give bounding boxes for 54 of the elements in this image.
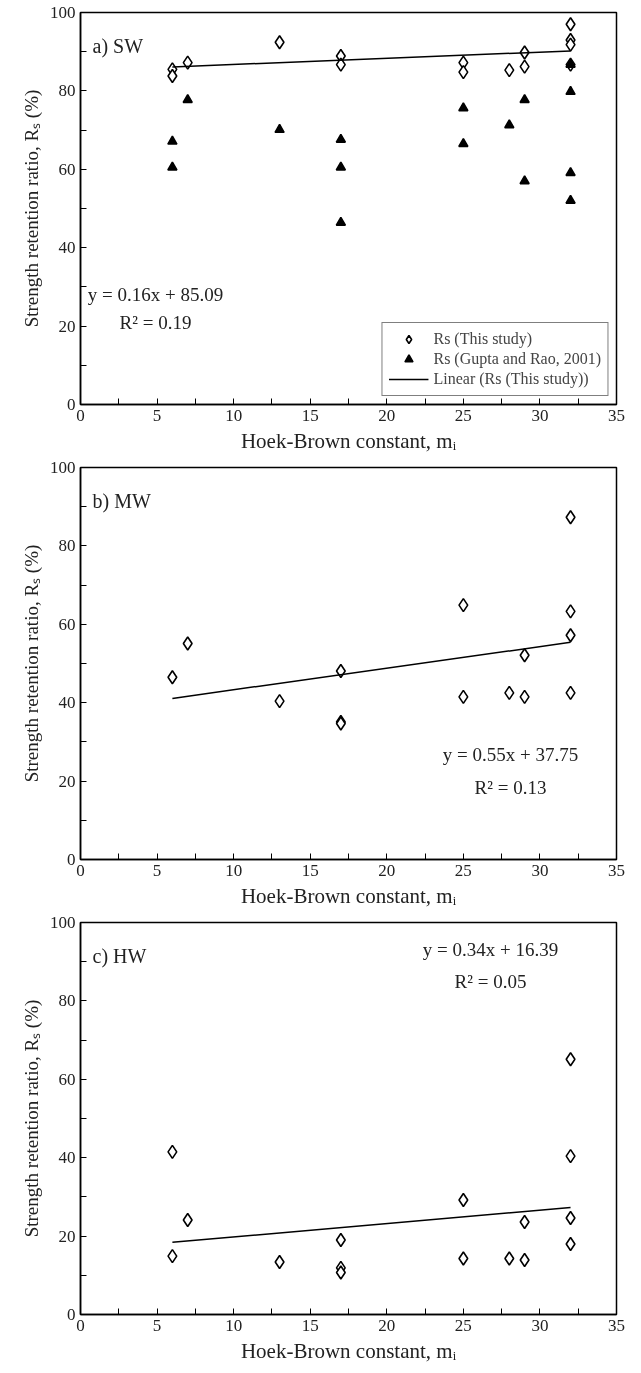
x-tick-label: 10: [225, 860, 243, 880]
x-axis-title: Hoek-Brown constant, mᵢ: [240, 883, 457, 908]
text: c) HW: [92, 944, 147, 968]
x-tick-label: 5: [152, 1315, 162, 1335]
x-tick-label: 5: [152, 860, 162, 880]
y-tick-label: 20: [58, 771, 76, 791]
y-tick-label: 40: [58, 1148, 76, 1168]
text: a) SW: [92, 34, 144, 58]
x-tick-label: 30: [531, 405, 549, 425]
x-tick-label: 35: [608, 860, 625, 880]
y-tick-label: 40: [58, 693, 76, 713]
x-tick-label: 20: [378, 405, 396, 425]
annotation: R² = 0.13: [474, 776, 547, 798]
x-tick-label: 30: [531, 1315, 549, 1335]
y-tick-label: 20: [58, 316, 76, 336]
x-tick-label: 25: [454, 860, 472, 880]
y-tick-label: 20: [58, 1226, 76, 1246]
y-tick-label: 60: [58, 159, 76, 179]
legend-label: Rs (Gupta and Rao, 2001): [433, 350, 601, 368]
y-tick-label: 80: [58, 991, 76, 1011]
y-axis-title: Strength retention ratio, Rₛ (%): [21, 89, 43, 328]
x-axis-title: Hoek-Brown constant, mᵢ: [240, 1338, 457, 1363]
x-tick-label: 15: [301, 1315, 319, 1335]
annotation: R² = 0.05: [454, 970, 527, 992]
legend-label: Linear (Rs (This study)): [433, 370, 589, 388]
annotation: y = 0.16x + 85.09: [87, 283, 224, 305]
x-tick-label: 35: [608, 1315, 625, 1335]
y-tick-label: 80: [58, 81, 76, 101]
x-tick-label: 5: [152, 405, 162, 425]
y-tick-label: 60: [58, 614, 76, 634]
x-tick-label: 35: [608, 405, 625, 425]
x-tick-label: 10: [225, 405, 243, 425]
text: b) MW: [92, 489, 151, 513]
annotation: y = 0.55x + 37.75: [442, 743, 579, 765]
x-axis-title: Hoek-Brown constant, mᵢ: [240, 428, 457, 453]
x-tick-label: 15: [301, 405, 319, 425]
y-tick-label: 100: [50, 913, 76, 932]
x-tick-label: 30: [531, 860, 549, 880]
y-tick-label: 80: [58, 536, 76, 556]
y-tick-label: 60: [58, 1069, 76, 1089]
y-tick-label: 40: [58, 238, 76, 258]
annotation: y = 0.34x + 16.39: [422, 938, 559, 960]
x-tick-label: 15: [301, 860, 319, 880]
x-tick-label: 25: [454, 1315, 472, 1335]
y-tick-label: 100: [50, 458, 76, 477]
y-axis-title: Strength retention ratio, Rₛ (%): [21, 544, 43, 783]
y-axis-title: Strength retention ratio, Rₛ (%): [21, 999, 43, 1238]
annotation: R² = 0.19: [119, 311, 192, 333]
x-tick-label: 20: [378, 860, 396, 880]
x-tick-label: 10: [225, 1315, 243, 1335]
x-tick-label: 20: [378, 1315, 396, 1335]
legend-label: Rs (This study): [433, 330, 533, 348]
x-tick-label: 25: [454, 405, 472, 425]
y-tick-label: 100: [50, 3, 76, 22]
